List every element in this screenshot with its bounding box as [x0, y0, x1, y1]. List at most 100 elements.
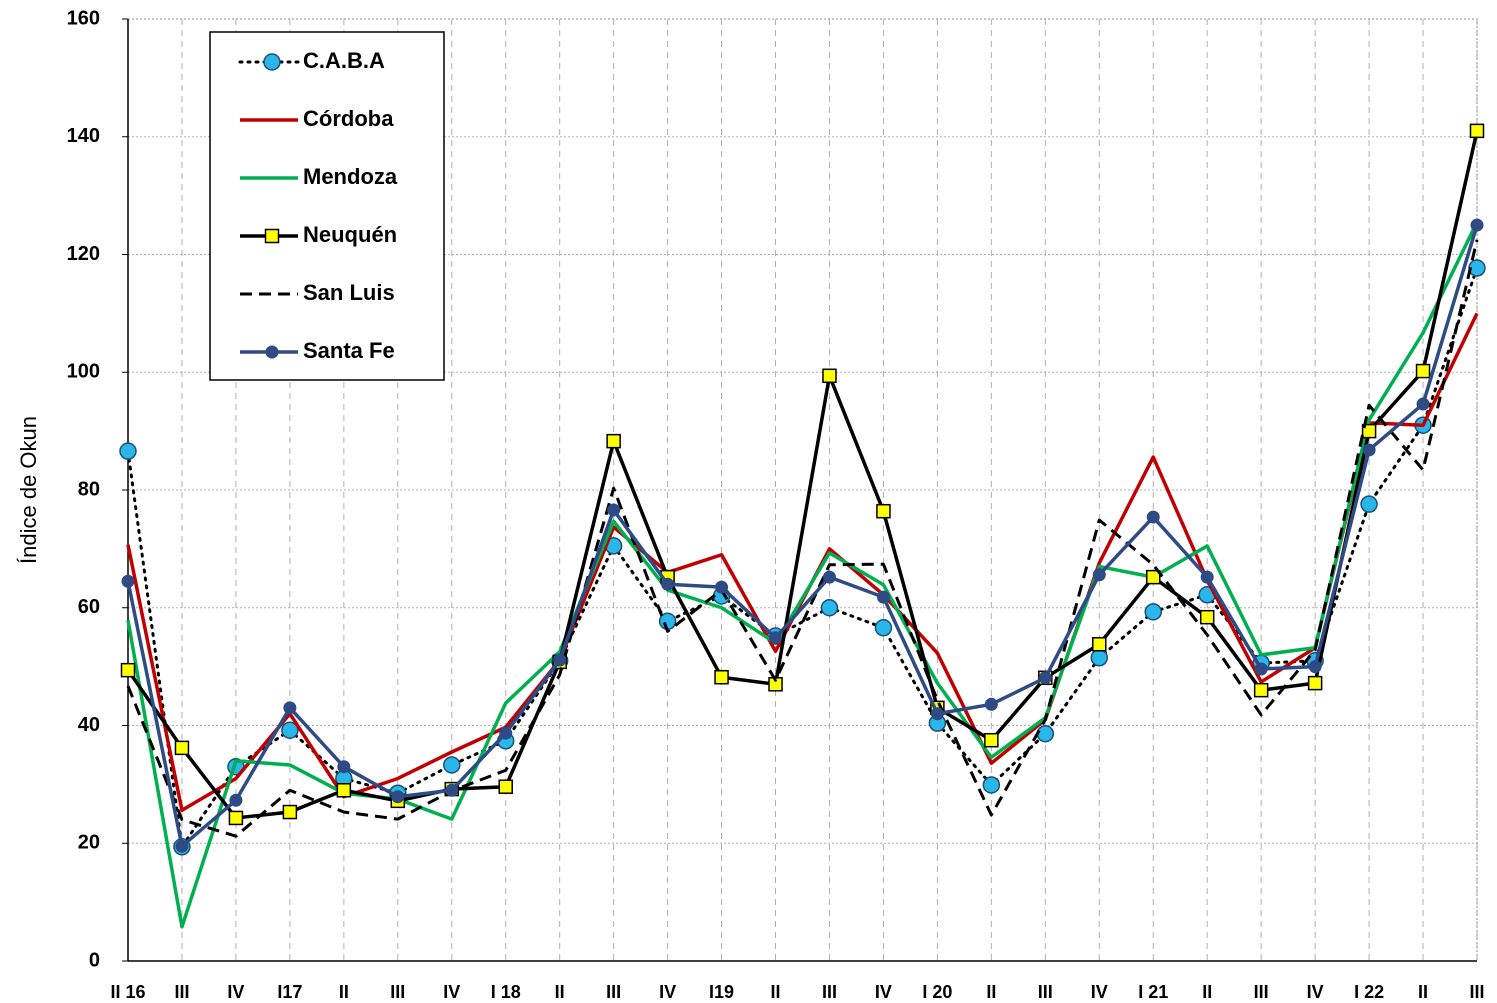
y-tick-label: 20: [78, 832, 100, 854]
series-line: [126, 130, 1479, 820]
marker: [443, 756, 461, 774]
marker: [1415, 363, 1431, 379]
marker: [876, 503, 891, 519]
x-tick-label: III: [390, 982, 405, 1002]
marker: [822, 368, 837, 384]
marker: [553, 653, 567, 667]
marker: [715, 580, 729, 594]
x-tick-label: II: [339, 982, 349, 1002]
x-tick-label: II: [555, 982, 565, 1002]
x-tick-label: II 16: [110, 982, 145, 1002]
marker: [1362, 443, 1376, 457]
y-tick-label: 160: [67, 7, 100, 29]
marker: [1470, 218, 1484, 232]
marker: [498, 779, 513, 794]
marker: [282, 804, 298, 820]
y-tick-label: 100: [67, 361, 100, 383]
x-tick-label: IV: [443, 982, 460, 1002]
marker: [283, 701, 297, 715]
y-tick-label: 140: [67, 125, 100, 147]
series-line: [126, 224, 1479, 848]
x-tick-label: IV: [227, 982, 244, 1002]
marker: [391, 790, 405, 804]
x-tick-label: III: [174, 982, 189, 1002]
marker: [1254, 662, 1268, 676]
legend-marker: [265, 345, 279, 359]
legend: C.A.B.A Córdoba Mendoza Neuquén San Luis Sant…: [209, 31, 445, 381]
marker: [1092, 637, 1107, 652]
marker: [876, 590, 890, 604]
x-tick-label: II: [1202, 982, 1212, 1002]
marker: [121, 574, 135, 588]
x-tick-label: I17: [277, 982, 302, 1002]
marker: [336, 783, 352, 798]
x-tick-label: I 18: [491, 982, 521, 1002]
marker: [984, 732, 999, 748]
x-tick-label: II: [986, 982, 996, 1002]
legend-marker: [264, 228, 280, 244]
marker: [930, 707, 944, 721]
x-tick-label: IV: [875, 982, 892, 1002]
legend-label: C.A.B.A: [303, 48, 385, 73]
marker: [1145, 569, 1161, 585]
y-tick-label: 60: [78, 596, 100, 618]
marker: [1036, 724, 1055, 743]
marker: [1038, 671, 1052, 685]
y-axis-label: Índice de Okun: [16, 416, 41, 564]
x-tick-label: II: [771, 982, 781, 1002]
marker: [174, 740, 190, 756]
marker: [1469, 123, 1485, 139]
marker: [175, 839, 189, 853]
marker: [820, 599, 839, 617]
marker: [984, 697, 998, 711]
marker: [606, 433, 621, 449]
x-tick-label: I 20: [922, 982, 952, 1002]
marker: [499, 726, 513, 740]
legend-label: Mendoza: [303, 164, 398, 189]
marker: [120, 662, 136, 678]
marker: [119, 442, 137, 460]
legend-marker: [263, 53, 281, 71]
marker: [1307, 675, 1323, 691]
marker: [1144, 603, 1162, 621]
x-tick-label: I19: [709, 982, 734, 1002]
legend-label: Neuquén: [303, 222, 397, 247]
legend-label: Santa Fe: [303, 338, 395, 363]
marker: [337, 760, 351, 774]
x-tick-label: III: [1469, 982, 1484, 1002]
x-tick-label: I 22: [1354, 982, 1384, 1002]
marker: [661, 577, 675, 591]
marker: [229, 793, 243, 807]
legend-label: Córdoba: [303, 106, 394, 131]
x-tick-label: IV: [659, 982, 676, 1002]
y-tick-label: 80: [78, 478, 100, 500]
legend-label: San Luis: [303, 280, 395, 305]
marker: [1200, 570, 1214, 584]
marker: [1416, 397, 1430, 411]
x-tick-label: IV: [1307, 982, 1324, 1002]
x-tick-label: III: [606, 982, 621, 1002]
series-line: [126, 221, 1479, 929]
marker: [1308, 660, 1322, 674]
marker: [982, 776, 1001, 794]
marker: [1199, 609, 1215, 625]
marker: [281, 721, 299, 739]
marker: [1360, 495, 1378, 513]
x-tick-label: IV: [1091, 982, 1108, 1002]
legend-box: [209, 31, 445, 381]
marker: [822, 570, 836, 584]
marker: [607, 503, 621, 517]
y-tick-label: 0: [89, 949, 100, 971]
marker: [1092, 568, 1106, 582]
y-tick-label: 40: [78, 714, 100, 736]
series-line: [126, 312, 1479, 813]
marker: [445, 783, 459, 797]
y-tick-label: 120: [67, 243, 100, 265]
x-tick-label: I 21: [1138, 982, 1168, 1002]
x-tick-label: II: [1418, 982, 1428, 1002]
marker: [1146, 510, 1160, 524]
marker: [228, 810, 244, 826]
marker: [1090, 649, 1109, 667]
marker: [1361, 423, 1377, 439]
